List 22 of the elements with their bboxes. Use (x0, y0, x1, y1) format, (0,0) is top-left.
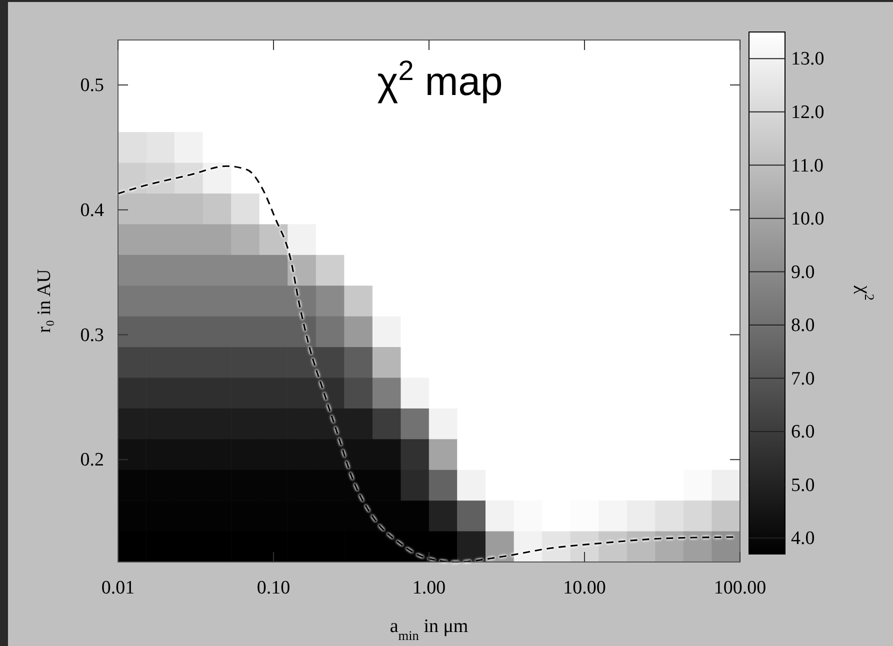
color-bar-label: 9.0 (791, 262, 815, 283)
color-bar-label: 4.0 (791, 528, 815, 550)
color-bar-label: 5.0 (791, 474, 815, 496)
x-axis-title: a$_{min}$ in μm (390, 616, 468, 642)
color-bar-label: 11.0 (791, 155, 824, 176)
color-bar-label: 8.0 (791, 315, 815, 336)
color-bar-label: 13.0 (791, 48, 824, 70)
x-tick-label: 10.00 (563, 577, 606, 598)
y-tick-label: 0.4 (80, 200, 104, 221)
y-tick-label: 0.2 (80, 450, 104, 471)
x-tick-label: 1.00 (412, 577, 446, 598)
x-tick-label: 0.01 (101, 577, 135, 598)
x-tick-label: 0.10 (256, 577, 290, 598)
color-bar-label: 6.0 (791, 422, 815, 443)
y-tick-label: 0.5 (80, 75, 104, 96)
color-bar-label: 10.0 (791, 208, 824, 230)
chart-title: χ$^{2}$ map (377, 54, 503, 104)
color-bar-label: 7.0 (791, 368, 815, 390)
y-tick-label: 0.3 (80, 324, 104, 346)
color-bar-label: 12.0 (791, 102, 824, 123)
x-tick-label: 100.00 (714, 577, 766, 598)
y-axis-title: r₀ in AU (34, 268, 55, 333)
